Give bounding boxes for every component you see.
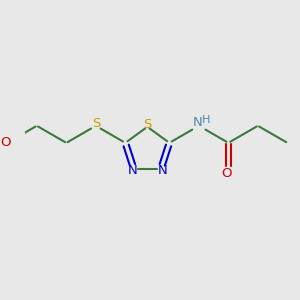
Text: H: H — [202, 115, 210, 125]
Text: N: N — [193, 116, 202, 129]
Text: O: O — [0, 136, 11, 149]
Text: S: S — [92, 117, 100, 130]
Text: N: N — [158, 164, 167, 177]
Text: S: S — [143, 118, 152, 130]
Text: N: N — [128, 164, 137, 177]
Text: O: O — [221, 167, 231, 181]
